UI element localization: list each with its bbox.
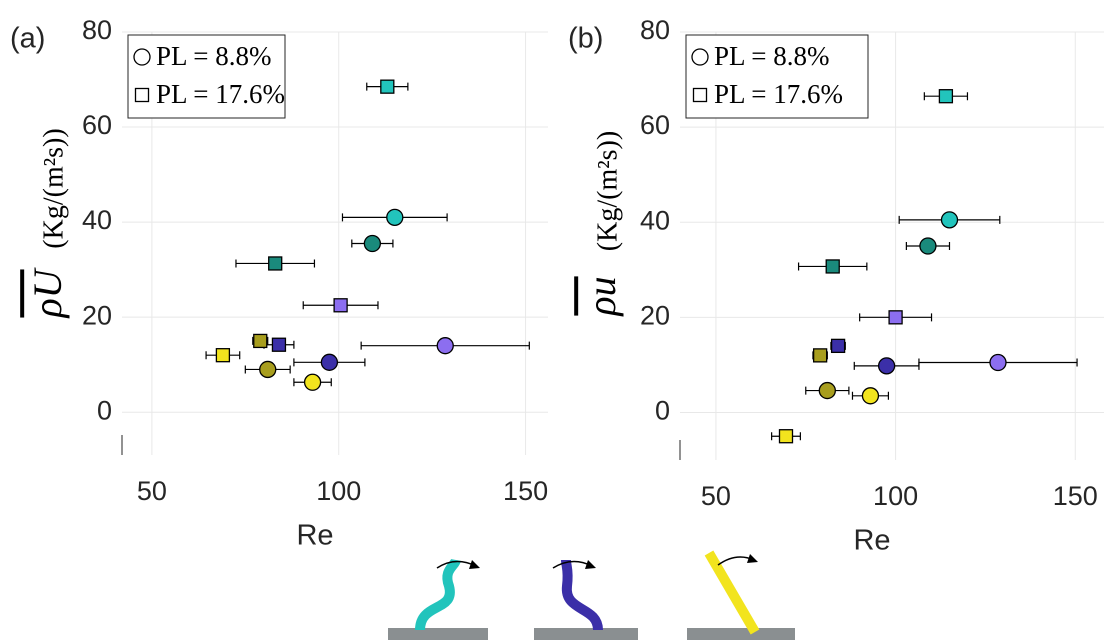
filament [704, 550, 760, 635]
y-tick-label: 0 [97, 395, 112, 425]
point [133, 48, 151, 66]
legend-label: PL = 8.8% [156, 41, 271, 71]
point [919, 237, 937, 255]
point [812, 348, 828, 363]
point [825, 259, 840, 274]
point [830, 338, 846, 354]
x-axis-label: Re [296, 520, 333, 552]
x-tick-label: 100 [316, 476, 361, 506]
point [253, 333, 268, 349]
x-tick-label: 100 [873, 481, 918, 511]
y-tick-label: 20 [640, 300, 670, 330]
point [386, 208, 404, 227]
point [215, 348, 231, 363]
point [877, 357, 896, 375]
y-tick-label: 60 [82, 110, 112, 140]
point [134, 87, 150, 103]
y-tick-label: 0 [655, 396, 670, 426]
illustration [388, 550, 795, 640]
y-tick-label: 40 [82, 205, 112, 235]
point [436, 337, 454, 355]
point [818, 381, 836, 400]
legend-box [127, 34, 286, 119]
point [259, 360, 277, 379]
point [363, 234, 382, 253]
filament [561, 559, 603, 631]
y-tick-label: 20 [82, 300, 112, 330]
point [938, 89, 954, 104]
legend-box [685, 34, 869, 119]
x-tick-label: 150 [503, 476, 548, 506]
arrow-head [747, 554, 758, 563]
base [388, 628, 488, 640]
point [380, 79, 395, 94]
y-label-symbol: ρU [25, 266, 70, 319]
point [989, 353, 1007, 372]
point [778, 429, 794, 444]
y-tick-label: 80 [82, 15, 112, 45]
point [692, 87, 708, 103]
x-tick-label: 50 [137, 476, 167, 506]
x-tick-label: 150 [1053, 481, 1098, 511]
y-axis-label: ρU (Kg/(m²s)) [25, 128, 70, 319]
x-axis-label: Re [853, 525, 890, 557]
point [940, 211, 959, 229]
point [333, 298, 348, 313]
y-label-symbol: ρu [579, 276, 624, 317]
y-label-unit: (Kg/(m²s)) [38, 128, 69, 248]
point [268, 256, 283, 271]
base [534, 628, 638, 640]
y-tick-label: 80 [640, 15, 670, 45]
panel-label: (a) [10, 23, 45, 55]
y-tick-label: 40 [640, 205, 670, 235]
arrow-head [585, 560, 596, 569]
panel-label: (b) [568, 23, 603, 55]
y-tick-label: 60 [640, 110, 670, 140]
base [687, 628, 795, 640]
panel: 50 100 150 0 20 40 60 80 Re (a) ρU (Kg/(m²s)) PL = 8… [10, 15, 548, 552]
y-label-unit: (Kg/(m²s)) [592, 131, 623, 251]
point [303, 373, 322, 391]
x-tick-label: 50 [701, 481, 731, 511]
point [888, 310, 903, 325]
arrow-head [469, 560, 480, 569]
legend-label: PL = 17.6% [156, 79, 285, 109]
point [691, 48, 709, 66]
legend-label: PL = 17.6% [714, 79, 843, 109]
legend-label: PL = 8.8% [714, 41, 829, 71]
point [271, 337, 287, 352]
point [320, 353, 339, 371]
filament [415, 558, 461, 631]
panel: 50 100 150 0 20 40 60 80 Re (b) ρu (Kg/(m²s)) PL = 8… [568, 15, 1104, 557]
y-axis-label: ρu (Kg/(m²s)) [579, 131, 624, 318]
point [861, 387, 880, 405]
